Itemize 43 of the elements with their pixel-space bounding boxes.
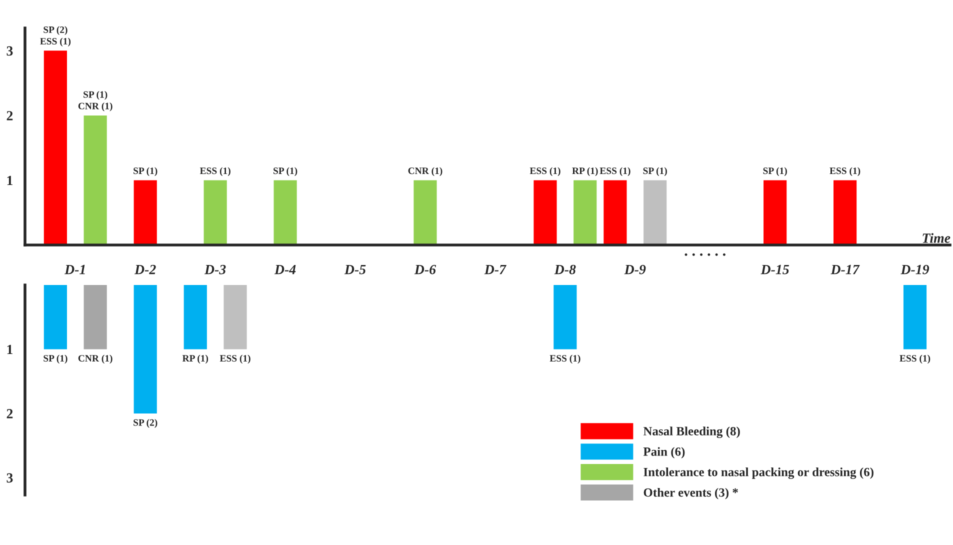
data-label: ESS (1) <box>530 167 560 176</box>
y-tick-label: 3 <box>6 473 13 483</box>
data-label: SP (1) <box>44 354 68 364</box>
data-label: CNR (1) <box>78 354 112 364</box>
x-tick-label: D-9 <box>624 264 646 274</box>
x-tick-label: D-4 <box>274 264 296 274</box>
y-tick-label: 1 <box>7 176 12 186</box>
x-tick-label: D-3 <box>204 264 226 274</box>
data-label: ESS (1) <box>900 354 930 364</box>
x-tick-label: D-5 <box>344 264 366 274</box>
data-label: RP (1) <box>572 167 598 176</box>
x-tick-label: D-8 <box>554 264 576 274</box>
y-tick-label: 2 <box>6 111 13 120</box>
x-tick-label: D-2 <box>134 264 156 274</box>
data-label: ESS (1) <box>220 354 250 364</box>
legend-label: Pain (6) <box>643 447 685 458</box>
y-tick-label: 3 <box>6 46 13 56</box>
legend-label: Intolerance to nasal packing or dressing (6) <box>644 468 874 479</box>
data-label: SP (2) <box>134 418 158 428</box>
data-label: SP (1) <box>274 167 298 176</box>
data-label: SP (1) <box>643 167 667 176</box>
legend-label: Nasal Bleeding (8) <box>643 426 740 438</box>
data-label: ESS (1) <box>550 354 580 364</box>
legend-label: Other events (3) * <box>644 488 738 500</box>
data-label: ESS (1) <box>200 167 230 176</box>
y-tick-label: 1 <box>7 344 12 354</box>
data-label: SP (1) CNR (1) <box>78 90 112 112</box>
text: . . . . . . <box>684 253 726 256</box>
data-label: CNR (1) <box>408 167 442 176</box>
x-tick-label: D-15 <box>760 264 789 274</box>
x-tick-label: D-7 <box>484 264 506 274</box>
x-tick-label: D-6 <box>414 264 436 274</box>
x-axis-title: Time <box>922 233 950 243</box>
data-label: SP (1) <box>134 167 158 176</box>
data-label: SP (2) ESS (1) <box>40 26 71 47</box>
y-tick-label: 2 <box>6 409 13 418</box>
data-label: SP (1) <box>763 167 787 176</box>
x-tick-label: D-1 <box>64 264 85 274</box>
x-tick-label: D-17 <box>830 264 860 274</box>
data-label: ESS (1) <box>600 167 630 176</box>
x-tick-label: D-19 <box>900 264 930 274</box>
data-label: RP (1) <box>182 354 208 364</box>
data-label: ESS (1) <box>830 167 860 176</box>
